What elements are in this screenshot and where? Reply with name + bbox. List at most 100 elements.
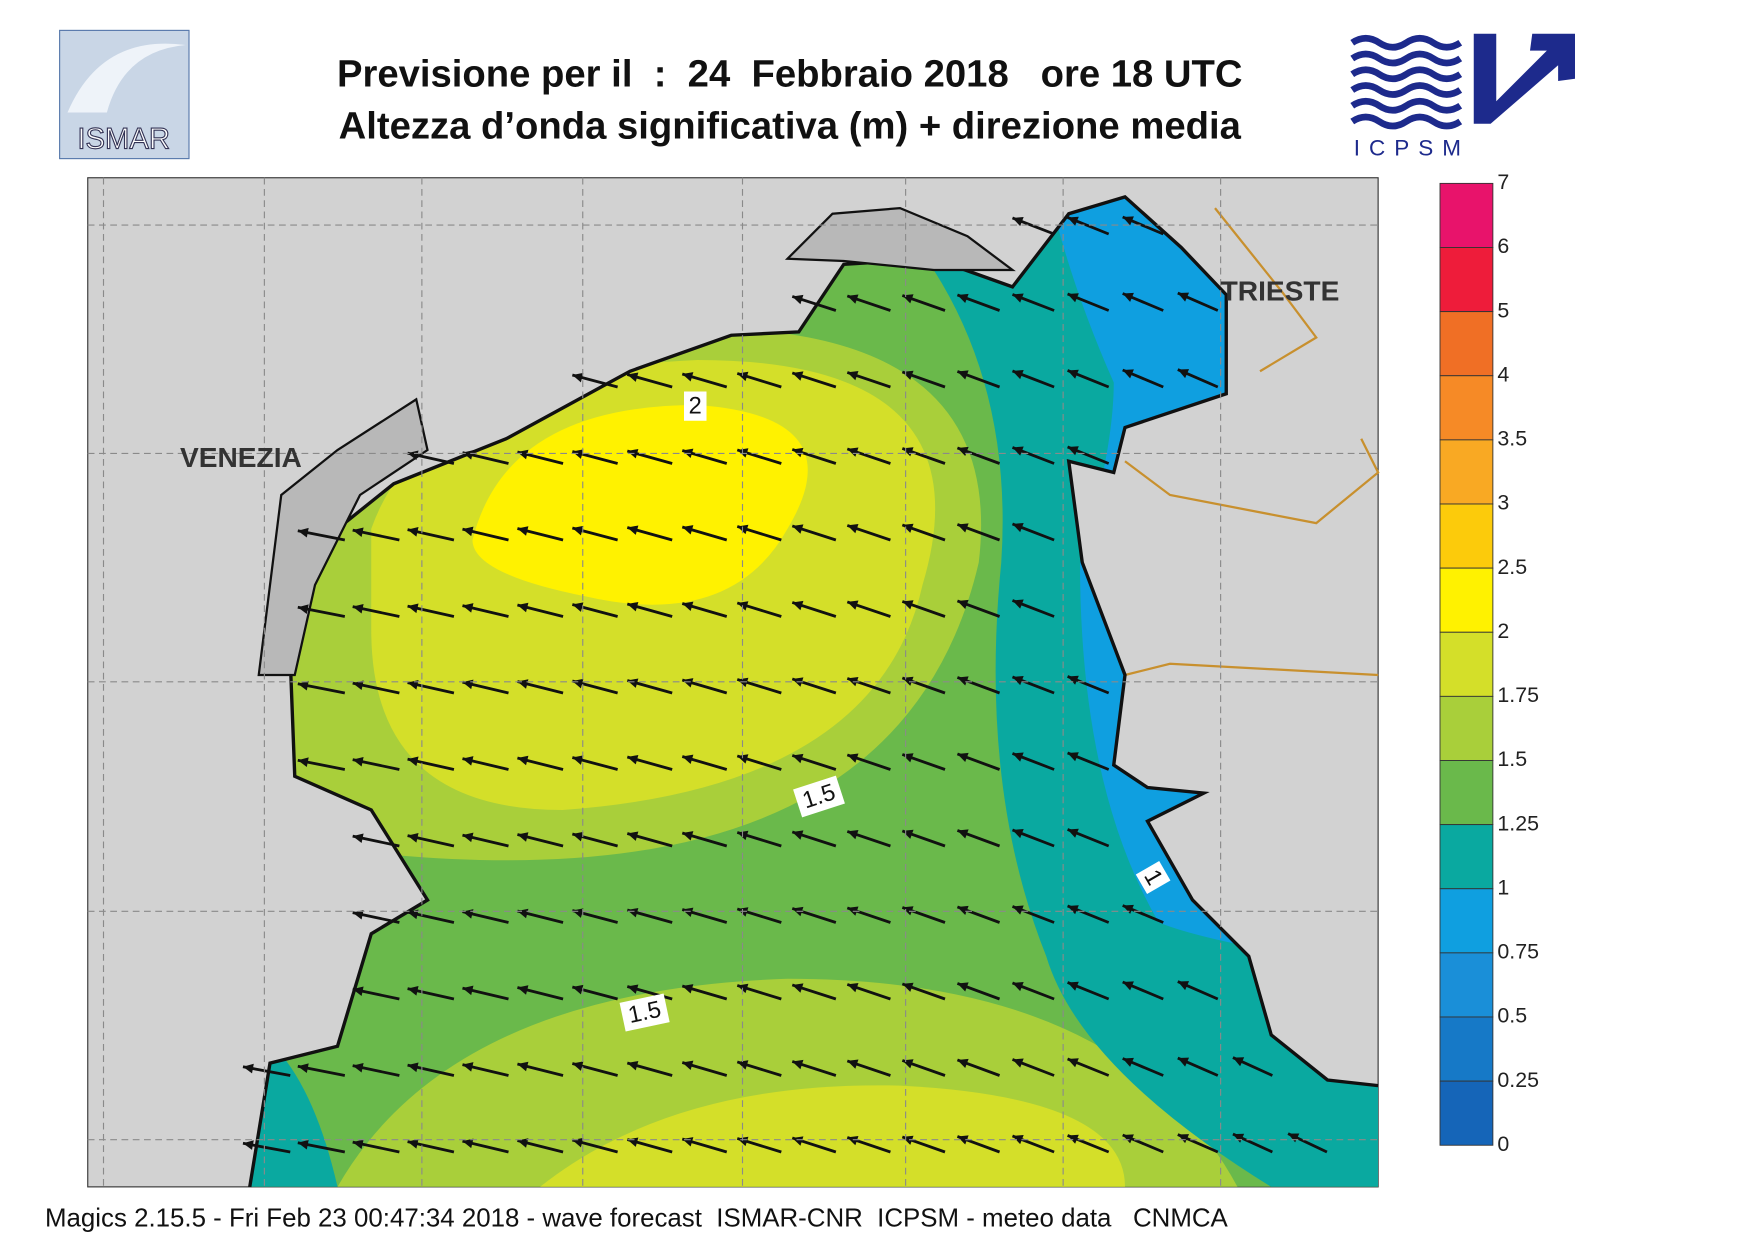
arrow-head xyxy=(682,984,694,994)
arrow-head xyxy=(352,833,364,844)
arrow-head xyxy=(407,1062,419,1073)
arrow-head xyxy=(792,753,804,764)
arrow-head xyxy=(792,1136,804,1146)
colorbar-band xyxy=(1439,760,1494,826)
arrow-head xyxy=(1067,905,1079,915)
arrow-head xyxy=(517,449,529,460)
colorbar-label: 1.25 xyxy=(1497,811,1539,835)
arrow-head xyxy=(847,983,859,993)
arrow-head xyxy=(462,1138,474,1149)
arrow-head xyxy=(1177,369,1190,379)
arrow-head xyxy=(1067,675,1079,685)
arrow-head xyxy=(902,523,914,533)
colorbar-label: 0 xyxy=(1497,1132,1509,1156)
arrow-head xyxy=(1177,1057,1190,1067)
arrow-head xyxy=(1232,1057,1245,1067)
arrow-head xyxy=(1067,752,1079,762)
colorbar-label: 0.25 xyxy=(1497,1068,1539,1092)
arrow-head xyxy=(1012,982,1024,992)
arrow-head xyxy=(352,756,364,767)
arrow-head xyxy=(1122,981,1134,991)
arrow-head xyxy=(572,984,584,995)
arrow-head xyxy=(517,1138,529,1148)
colorbar-label: 1.75 xyxy=(1497,683,1539,707)
arrow-head xyxy=(1012,829,1024,839)
arrow-head xyxy=(352,527,364,538)
arrow-head xyxy=(462,1062,474,1072)
place-label: VENEZIA xyxy=(180,442,302,473)
arrow-head xyxy=(1067,293,1079,303)
arrow-head xyxy=(957,829,969,839)
colorbar-label: 1.5 xyxy=(1497,747,1527,771)
arrow-head xyxy=(957,293,969,304)
arrow-head xyxy=(957,1058,969,1069)
arrow-head xyxy=(1122,369,1134,379)
arrow-head xyxy=(957,982,969,992)
arrow-head xyxy=(1288,1133,1300,1143)
ismar-logo: ISMAR xyxy=(59,29,190,160)
arrow-head xyxy=(517,755,529,766)
arrow-head xyxy=(297,527,309,538)
arrow-head xyxy=(1067,216,1079,226)
colorbar-band xyxy=(1439,567,1494,633)
arrow-head xyxy=(407,756,419,767)
arrow-head xyxy=(792,1059,804,1070)
arrow-head xyxy=(572,449,584,459)
map: VENEZIA TRIESTE 2 1.5 1.5 1 xyxy=(87,177,1380,1188)
arrow-head xyxy=(737,1060,749,1070)
arrow-head xyxy=(572,1137,584,1148)
arrow-head xyxy=(792,371,804,381)
arrow-head xyxy=(627,372,639,382)
arrow-head xyxy=(352,680,364,691)
arrow-head xyxy=(517,985,529,995)
colorbar-band xyxy=(1439,888,1494,954)
arrow-head xyxy=(572,602,584,612)
arrow-head xyxy=(1012,599,1024,609)
arrow-head xyxy=(462,832,474,843)
arrow-head xyxy=(407,833,419,843)
place-label: TRIESTE xyxy=(1221,275,1340,306)
colorbar-band xyxy=(1439,503,1494,569)
arrow-head xyxy=(297,1063,309,1073)
colorbar-band xyxy=(1439,631,1494,697)
arrow-head xyxy=(792,600,804,611)
arrow-head xyxy=(1177,1134,1190,1144)
arrow-head xyxy=(352,603,364,614)
arrow-head xyxy=(847,524,859,534)
arrow-head xyxy=(792,983,804,993)
arrow-head xyxy=(407,680,419,690)
arrow-head xyxy=(847,294,859,304)
colorbar: 7 6 5 4 3.5 3 2.5 2 1.75 1.5 1.25 1 0.75 0.5 0.25 0 xyxy=(1439,170,1539,1156)
arrow-head xyxy=(352,986,364,997)
arrow-head xyxy=(1122,1134,1134,1144)
arrow-head xyxy=(572,755,584,765)
arrow-head xyxy=(407,527,419,537)
arrow-head xyxy=(1012,523,1024,533)
arrow-head xyxy=(847,753,859,763)
arrow-head xyxy=(1012,752,1024,762)
arrow-head xyxy=(627,831,639,841)
colorbar-band xyxy=(1439,1016,1494,1082)
arrow-head xyxy=(1122,292,1134,302)
arrow-head xyxy=(737,754,749,764)
colorbar-label: 3 xyxy=(1497,491,1509,515)
arrow-head xyxy=(1067,446,1079,456)
arrow-head xyxy=(462,603,474,613)
contour-label-text: 2 xyxy=(689,393,702,419)
arrow-head xyxy=(957,523,969,533)
arrow-head xyxy=(462,526,474,537)
arrow-head xyxy=(297,757,309,767)
colorbar-band xyxy=(1439,824,1494,890)
logo-text: ICPSM xyxy=(1354,135,1470,160)
arrow-head xyxy=(1067,828,1079,838)
arrow-head xyxy=(792,294,804,305)
contour-label: 1.5 xyxy=(619,993,670,1032)
colorbar-band xyxy=(1439,695,1494,761)
arrow-head xyxy=(1012,446,1024,456)
arrow-head xyxy=(902,906,914,916)
arrow-head xyxy=(957,676,969,686)
arrow-head xyxy=(682,1060,694,1071)
colorbar-label: 2.5 xyxy=(1497,555,1527,579)
arrow-head xyxy=(572,525,584,536)
arrow-head xyxy=(627,601,639,612)
